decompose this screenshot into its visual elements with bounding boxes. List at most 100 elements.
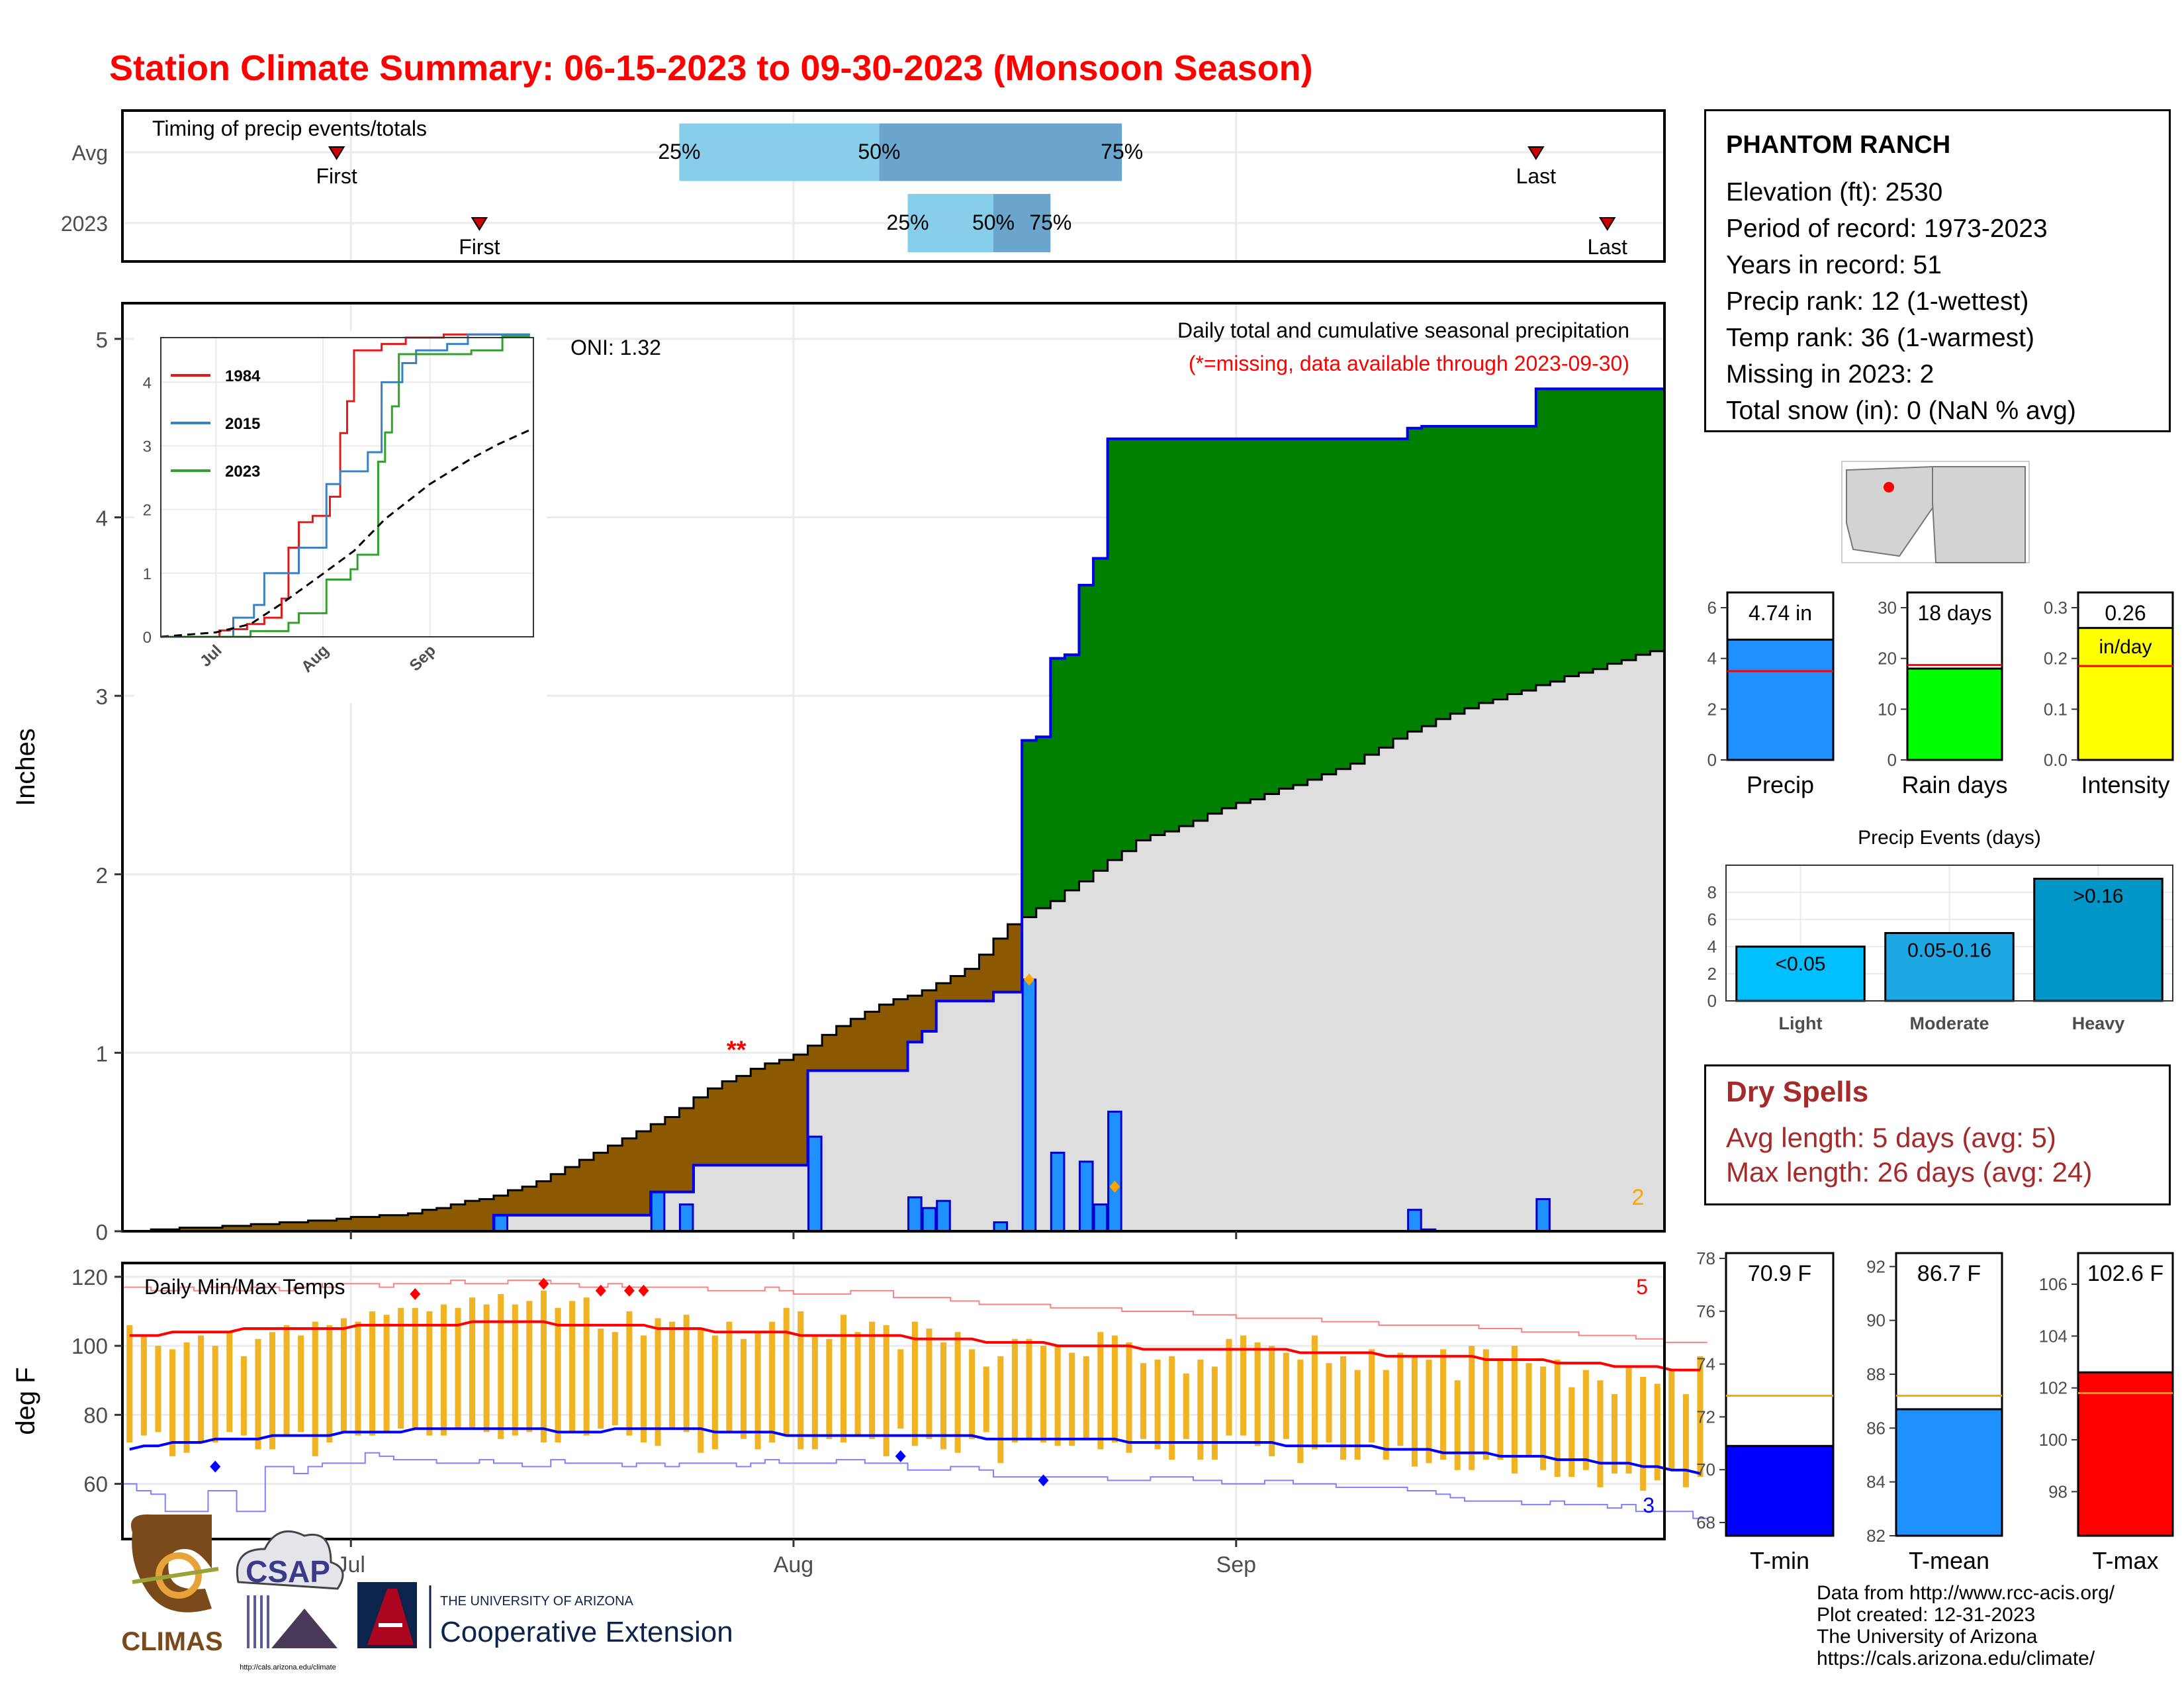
inset-background [134,331,547,703]
above-average-area [1493,426,1508,700]
below-average-area [493,1196,509,1215]
above-average-area [1535,389,1551,685]
inset-series-line [161,335,530,638]
summary-bar-label: T-min [1750,1547,1809,1574]
inset-legend-label: 2015 [225,415,260,433]
daily-temp-range-bar [598,1329,604,1429]
daily-temp-range-bar [726,1321,733,1432]
inset-legend-label: 2023 [225,463,260,481]
climas-text: CLIMAS [121,1627,222,1656]
daily-temp-range-bar [1226,1338,1232,1436]
above-average-area [1122,438,1137,851]
record-high-mark [595,1284,606,1297]
record-high-mark [638,1284,649,1297]
summary-bar-ytick-label: 98 [2048,1481,2068,1501]
inset-ytick-label: 2 [143,502,152,520]
daily-temp-range-bar [269,1332,276,1450]
daily-temp-range-bar [469,1297,476,1429]
summary-bar-value-label: 4.74 in [1749,601,1812,625]
daily-temp-range-bar [569,1301,576,1432]
daily-temp-range-bar [911,1321,918,1446]
below-average-area [451,1204,466,1231]
below-average-area [893,999,909,1071]
summary-bar-fill [2077,627,2174,761]
dry-spells-title: Dry Spells [1726,1076,1869,1108]
below-average-area [508,1190,523,1215]
daily-temp-range-bar [997,1356,1004,1464]
daily-temp-range-bar [526,1301,533,1432]
daily-temp-range-bar [183,1342,190,1453]
timing-q25-label: 25% [887,211,929,234]
daily-temp-range-bar [140,1335,147,1436]
above-average-area [1093,558,1109,871]
precip-chart-title: Daily total and cumulative seasonal prec… [1177,318,1629,342]
daily-temp-range-bar [1511,1346,1518,1474]
below-average-area [950,976,966,1002]
below-average-area [593,1152,609,1215]
station-precip-rank: Precip rank: 12 (1-wettest) [1726,287,2029,316]
daily-temp-range-bar [169,1349,176,1456]
timing-title: Timing of precip events/totals [152,117,427,140]
below-average-area [1007,924,1023,992]
station-location-dot [1884,482,1894,492]
precip-event-bar [1735,945,1866,1002]
timing-panel: 25% 50% 75% First Last Avg 25% 50% 75% First Last 2… [61,109,1666,263]
above-average-area [1635,389,1651,655]
station-snow: Total snow (in): 0 (NaN % avg) [1726,397,2076,425]
above-average-area [1293,438,1308,785]
credit-line: Data from http://www.rcc-acis.org/ [1817,1582,2115,1604]
daily-temp-range-bar [1469,1346,1475,1470]
timing-row-label: Avg [71,141,108,165]
daily-temp-range-bar [1011,1338,1018,1443]
timing-first-label: First [316,164,357,188]
summary-bar-ytick-label: 102 [2039,1378,2068,1398]
timing-row-label: 2023 [61,212,108,236]
summary-bar-ytick-label: 30 [1878,598,1897,618]
daily-temp-range-bar [1254,1342,1261,1446]
timing-q75-label: 75% [1101,140,1143,164]
daily-precip-bar [1093,1203,1109,1233]
above-average-area [1036,737,1051,908]
summary-bar-unit-label: in/day [2099,636,2152,658]
daily-temp-range-bar [1311,1335,1318,1450]
daily-temp-range-bar [1354,1370,1361,1460]
daily-temp-range-bar [412,1307,418,1429]
temp-xtick-label: Aug [774,1552,814,1577]
summary-bar-ytick-label: 0 [1707,750,1717,770]
record-low-mark [1038,1474,1049,1487]
daily-precip-bar [807,1135,823,1233]
below-average-area [279,1222,295,1231]
precip-ytick-label: 3 [96,684,108,709]
daily-temp-range-bar [1240,1335,1247,1436]
station-period: Period of record: 1973-2023 [1726,214,2048,243]
precip-chart-subtitle: (*=missing, data available through 2023-… [1189,352,1629,375]
daily-temp-range-bar [754,1332,761,1450]
daily-temp-range-bar [669,1321,676,1429]
below-average-area [293,1222,309,1231]
daily-temp-range-bar [655,1318,661,1446]
daily-temp-range-bar [1183,1373,1189,1439]
above-average-area [1322,438,1337,774]
precip-flag-mark [1109,1180,1120,1193]
daily-temp-range-bar [1597,1380,1604,1487]
summary-bar-t-min: 68 70 72 74 76 78 70.9 F T-min [1696,1248,1835,1574]
timing-last-marker [1598,217,1616,231]
timing-box-lower [907,194,994,252]
timing-last-marker [1527,146,1545,160]
temp-xtick-label: Sep [1216,1552,1257,1577]
summary-bar-fill [1906,667,2003,761]
summary-bar-label: T-max [2092,1547,2158,1574]
map-new-mexico [1932,466,2026,563]
above-average-area [1279,438,1294,789]
below-average-area [879,1004,894,1071]
credit-line: https://cals.arizona.edu/climate/ [1817,1648,2095,1669]
timing-last-label: Last [1587,235,1627,259]
daily-temp-range-bar [1569,1387,1575,1477]
below-average-area [651,1124,666,1192]
timing-last-label: Last [1516,164,1557,188]
precip-ylabel: Inches [11,728,40,806]
above-average-area [1222,438,1237,809]
daily-temp-range-bar [769,1321,776,1443]
daily-temp-range-bar [1640,1377,1647,1491]
